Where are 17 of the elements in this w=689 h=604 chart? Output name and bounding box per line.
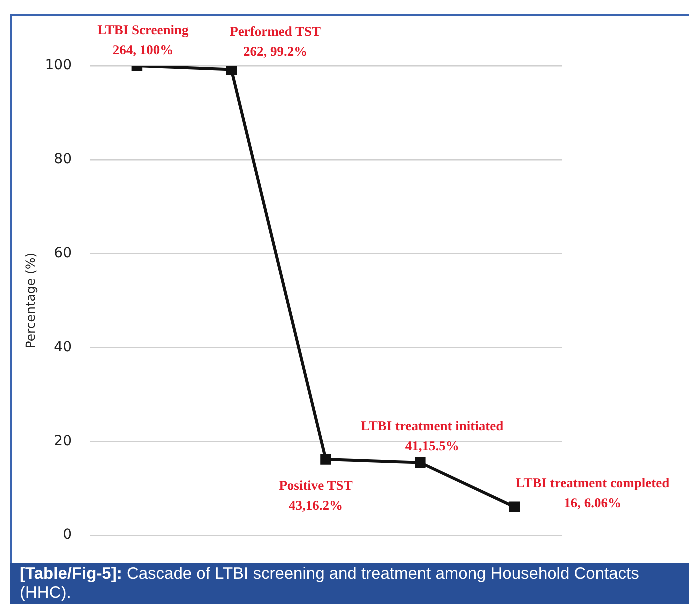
y-tick-label: 40	[54, 339, 72, 356]
y-tick-label: 0	[63, 527, 72, 544]
y-tick-label: 60	[54, 245, 72, 262]
text: [Table/Fig-5]: Cascade of LTBI screening and treatment among Household Contacts (HHC).	[20, 565, 640, 602]
y-tick-label: 100	[45, 58, 72, 74]
point	[509, 502, 520, 513]
text: Performed TST 262, 99.2%	[230, 24, 322, 60]
annotation: LTBI treatment initiated 41,15.5%	[361, 418, 504, 454]
annotation: LTBI treatment completed 16, 6.06%	[516, 476, 670, 511]
y-tick-label: 80	[54, 152, 72, 168]
annotation: Positive TST 43,16.2%	[279, 478, 353, 514]
point	[320, 454, 332, 465]
y-tick-label: 20	[54, 433, 72, 450]
point	[226, 66, 237, 76]
y-axis-title: Percentage (%)	[22, 252, 38, 349]
point	[415, 457, 426, 468]
text: LTBI Screening 264, 100%	[98, 22, 190, 58]
